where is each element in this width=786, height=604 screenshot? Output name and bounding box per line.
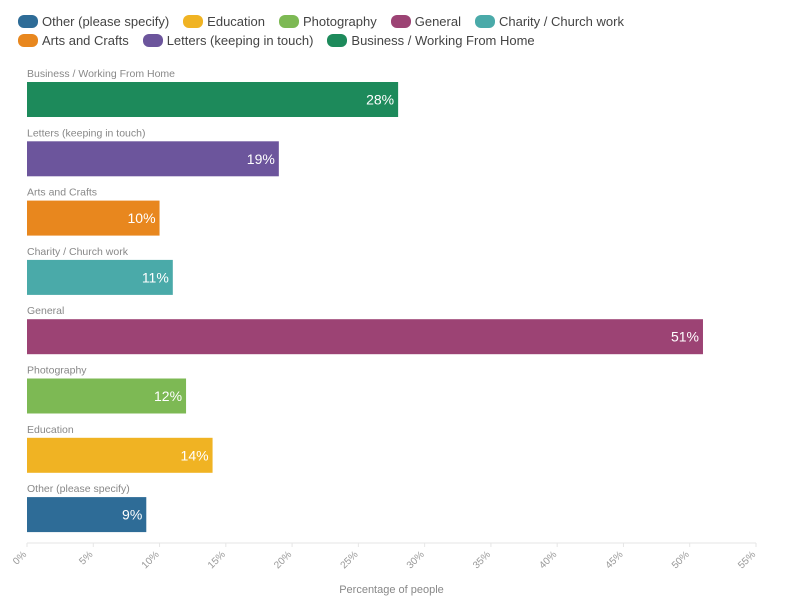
legend-swatch bbox=[279, 15, 299, 28]
data-label: 9% bbox=[122, 507, 142, 523]
legend-label: Letters (keeping in touch) bbox=[166, 33, 314, 48]
category-label: Photography bbox=[27, 365, 87, 377]
x-tick-label: 0% bbox=[11, 549, 29, 567]
legend-item-photography[interactable]: Photography bbox=[279, 14, 377, 29]
x-axis-title: Percentage of people bbox=[339, 584, 444, 596]
legend-swatch bbox=[183, 15, 204, 28]
category-label: Other (please specify) bbox=[27, 483, 130, 495]
legend-row-2: Arts and Crafts Letters (keeping in touc… bbox=[18, 31, 778, 50]
bar[interactable] bbox=[27, 378, 187, 414]
x-tick-label: 30% bbox=[405, 549, 427, 571]
bar[interactable] bbox=[27, 82, 399, 117]
legend-swatch bbox=[18, 34, 38, 47]
data-label: 12% bbox=[154, 388, 182, 404]
legend-swatch bbox=[390, 15, 411, 28]
legend-item-arts[interactable]: Arts and Crafts bbox=[18, 33, 129, 48]
category-label: Education bbox=[27, 424, 74, 436]
legend-label: Charity / Church work bbox=[498, 14, 624, 29]
bar[interactable] bbox=[27, 141, 279, 177]
x-tick-label: 25% bbox=[339, 549, 361, 571]
legend-label: General bbox=[414, 14, 461, 29]
data-label: 28% bbox=[366, 92, 394, 108]
legend-item-letters[interactable]: Letters (keeping in touch) bbox=[142, 33, 314, 48]
legend-swatch bbox=[142, 34, 163, 47]
legend-item-other[interactable]: Other (please specify) bbox=[18, 14, 169, 29]
legend-swatch bbox=[327, 34, 348, 47]
data-label: 19% bbox=[247, 151, 275, 167]
bar[interactable] bbox=[27, 497, 147, 533]
category-label: Charity / Church work bbox=[27, 246, 129, 258]
category-label: General bbox=[27, 305, 64, 317]
data-label: 14% bbox=[181, 447, 209, 463]
legend-swatch bbox=[18, 15, 38, 28]
x-tick-label: 10% bbox=[140, 549, 162, 571]
x-tick-label: 50% bbox=[670, 549, 692, 571]
data-label: 51% bbox=[671, 329, 699, 345]
x-tick-label: 15% bbox=[206, 549, 228, 571]
data-label: 11% bbox=[142, 269, 169, 285]
legend-item-business[interactable]: Business / Working From Home bbox=[327, 33, 535, 48]
legend-label: Business / Working From Home bbox=[351, 33, 535, 48]
x-tick-label: 55% bbox=[736, 549, 758, 571]
legend-label: Other (please specify) bbox=[42, 14, 170, 29]
x-tick-label: 20% bbox=[272, 549, 294, 571]
category-label: Arts and Crafts bbox=[27, 187, 97, 199]
bar[interactable] bbox=[27, 259, 173, 295]
legend-item-general[interactable]: General bbox=[390, 14, 461, 29]
category-label: Business / Working From Home bbox=[27, 68, 175, 80]
legend-row-1: Other (please specify) Education Photogr… bbox=[18, 12, 778, 31]
legend-label: Education bbox=[207, 14, 265, 29]
category-label: Letters (keeping in touch) bbox=[27, 127, 145, 139]
x-tick-label: 35% bbox=[471, 549, 493, 571]
x-tick-label: 40% bbox=[537, 549, 559, 571]
legend-label: Photography bbox=[303, 14, 377, 29]
legend-label: Arts and Crafts bbox=[42, 33, 129, 48]
bar[interactable] bbox=[27, 437, 213, 473]
bar[interactable] bbox=[27, 319, 703, 355]
x-tick-label: 45% bbox=[604, 549, 626, 571]
legend-item-charity[interactable]: Charity / Church work bbox=[474, 14, 624, 29]
x-tick-label: 5% bbox=[77, 549, 95, 567]
legend-item-education[interactable]: Education bbox=[183, 14, 265, 29]
legend-swatch bbox=[474, 15, 495, 28]
chart-legend: Other (please specify) Education Photogr… bbox=[18, 12, 778, 50]
data-label: 10% bbox=[128, 210, 156, 226]
bar[interactable] bbox=[27, 200, 160, 236]
